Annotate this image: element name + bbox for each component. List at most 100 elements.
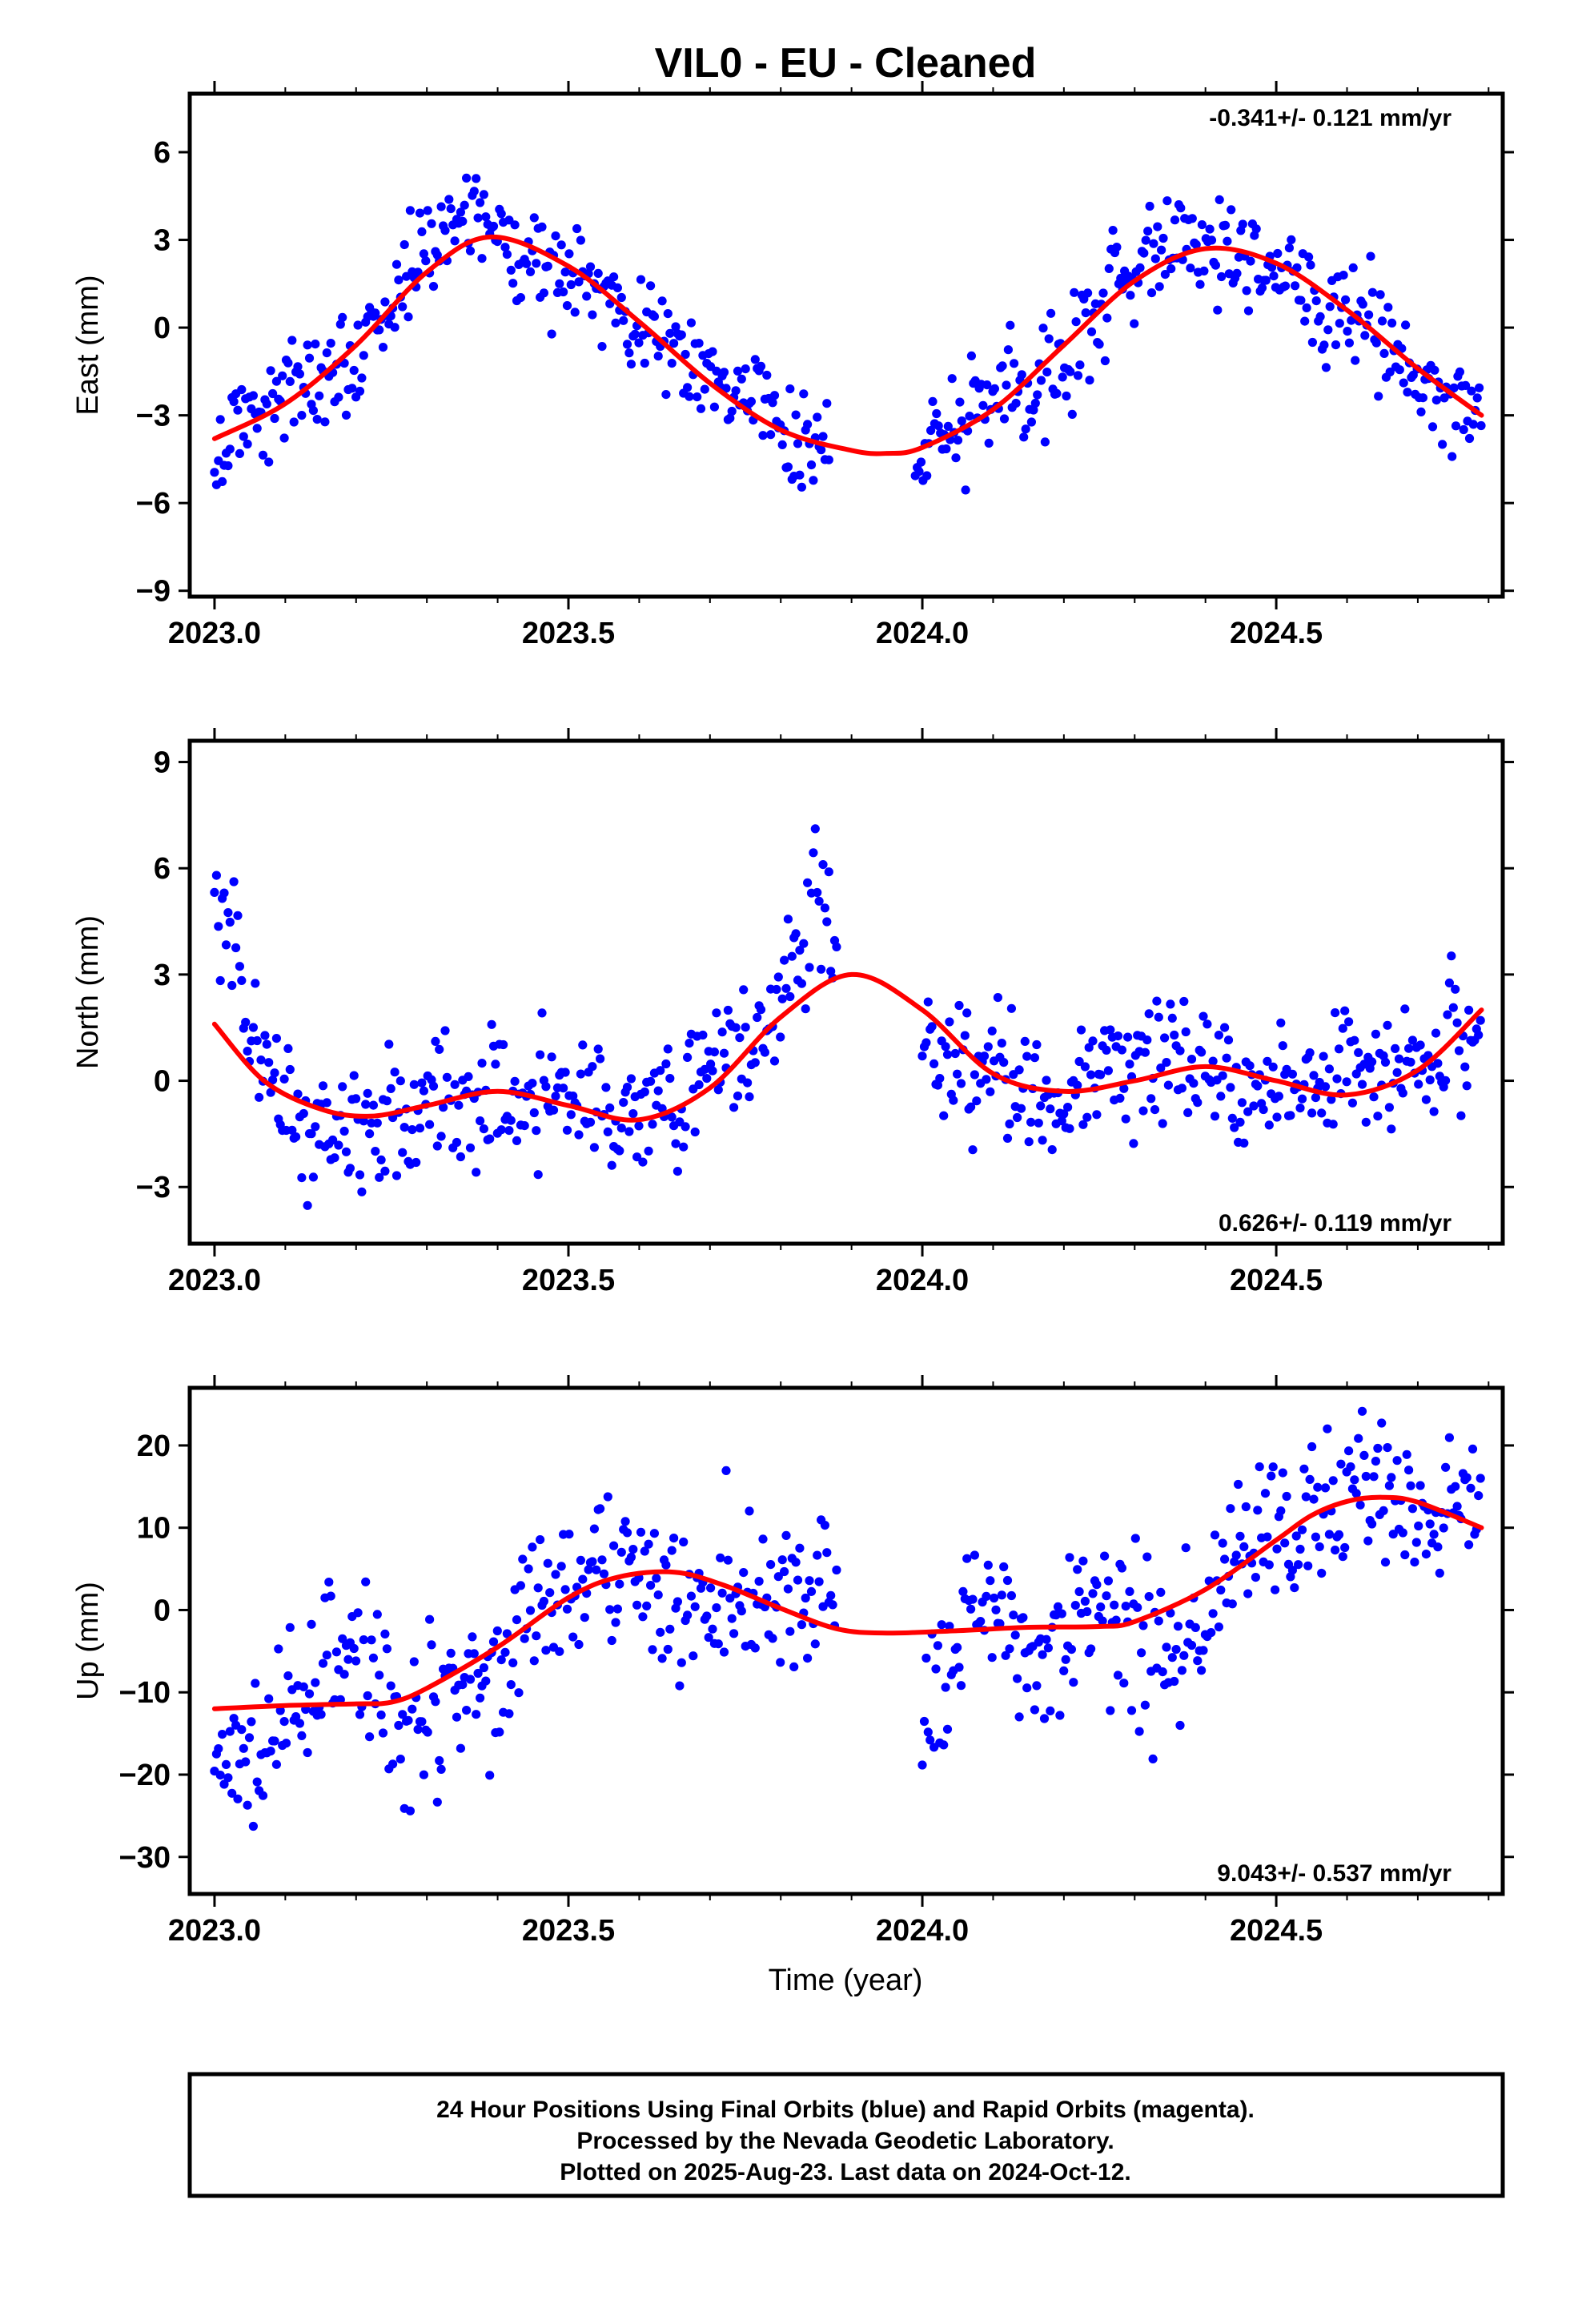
north-fit-curve xyxy=(211,971,1484,1123)
up-data-point xyxy=(376,1710,386,1720)
east-data-point xyxy=(359,351,368,360)
up-data-point xyxy=(622,1528,632,1538)
up-data-point xyxy=(432,1797,442,1807)
north-data-point xyxy=(1235,1117,1245,1127)
east-data-point xyxy=(990,384,999,393)
north-data-point xyxy=(1371,1029,1380,1039)
up-data-point xyxy=(982,1591,991,1601)
up-data-point xyxy=(361,1577,371,1586)
north-data-point xyxy=(917,1051,927,1061)
up-data-point xyxy=(1379,1506,1388,1515)
up-data-point xyxy=(716,1553,725,1562)
east-data-point xyxy=(1211,260,1220,270)
north-data-point xyxy=(1059,1109,1069,1119)
up-data-point xyxy=(458,1680,468,1690)
north-data-point xyxy=(1406,1057,1415,1067)
up-data-point xyxy=(986,1576,995,1586)
east-data-point xyxy=(1021,424,1030,434)
north-data-point xyxy=(663,1044,673,1054)
north-data-point xyxy=(760,1047,770,1057)
east-data-point xyxy=(335,320,345,329)
north-data-point xyxy=(717,1027,727,1037)
up-data-point xyxy=(1355,1500,1365,1510)
east-data-point xyxy=(1062,391,1071,401)
up-data-point xyxy=(1441,1462,1451,1472)
up-data-point xyxy=(768,1634,777,1643)
up-data-point xyxy=(1210,1530,1220,1540)
north-data-point xyxy=(251,979,260,988)
north-data-point xyxy=(1203,1019,1212,1029)
north-data-point xyxy=(1320,1082,1331,1092)
east-data-point xyxy=(481,212,491,222)
north-data-point xyxy=(520,1121,529,1131)
up-data-point xyxy=(1336,1459,1346,1469)
east-plot-frame xyxy=(187,91,1505,599)
up-data-point xyxy=(1305,1474,1315,1484)
east-data-point xyxy=(824,455,833,464)
up-data-point xyxy=(1243,1589,1253,1598)
north-data-point xyxy=(476,1116,485,1126)
north-data-point xyxy=(817,964,826,974)
up-data-point xyxy=(679,1537,689,1547)
up-data-point xyxy=(568,1632,578,1642)
north-data-point xyxy=(375,1172,384,1182)
up-data-point xyxy=(683,1610,693,1620)
north-data-point xyxy=(551,1092,560,1101)
up-data-point xyxy=(1167,1653,1177,1663)
up-data-point xyxy=(435,1755,444,1766)
up-data-point xyxy=(514,1688,524,1698)
east-data-point xyxy=(1197,220,1207,230)
up-data-point xyxy=(1138,1621,1148,1630)
east-data-point xyxy=(982,380,992,390)
up-data-point xyxy=(1363,1536,1373,1546)
north-data-point xyxy=(719,1048,729,1058)
up-data-point xyxy=(1255,1462,1264,1472)
up-data-point xyxy=(1179,1651,1189,1660)
up-data-point xyxy=(661,1560,671,1570)
up-data-point xyxy=(244,1733,255,1743)
up-data-point xyxy=(496,1655,506,1665)
east-data-point xyxy=(1399,378,1408,388)
up-data-point xyxy=(529,1656,539,1666)
north-data-point xyxy=(671,1139,681,1148)
north-data-point xyxy=(960,1031,970,1040)
north-data-point xyxy=(661,1059,671,1069)
north-data-point xyxy=(512,1136,522,1145)
north-data-point xyxy=(1347,1098,1357,1108)
up-data-point xyxy=(933,1641,942,1651)
up-data-point xyxy=(826,1590,836,1600)
up-data-point xyxy=(258,1791,268,1800)
north-data-point xyxy=(713,1085,723,1095)
east-data-point xyxy=(1157,245,1166,255)
east-x-tick-label: 2023.5 xyxy=(522,617,615,650)
north-velocity-label: 0.626+/- 0.119 mm/yr xyxy=(1219,1210,1452,1236)
east-data-point xyxy=(797,482,807,492)
up-data-point xyxy=(524,1564,533,1574)
up-data-point xyxy=(706,1583,716,1593)
up-data-point xyxy=(359,1635,368,1645)
up-data-point xyxy=(1171,1645,1181,1655)
up-data-point xyxy=(1290,1583,1299,1593)
east-data-point xyxy=(1273,248,1283,259)
up-data-point xyxy=(1462,1473,1472,1482)
north-data-point xyxy=(568,1092,578,1101)
east-data-point xyxy=(1455,367,1464,376)
up-data-point xyxy=(1197,1666,1207,1675)
north-y-axis-label: North (mm) xyxy=(71,915,105,1069)
east-data-point xyxy=(1130,319,1139,328)
east-data-point xyxy=(1280,281,1291,291)
up-data-point xyxy=(1070,1601,1080,1610)
east-data-point xyxy=(1343,327,1352,336)
north-data-point xyxy=(1125,1059,1134,1069)
up-y-tick-label: 0 xyxy=(154,1594,171,1627)
east-data-point xyxy=(1472,393,1482,403)
east-data-point xyxy=(500,243,510,252)
north-data-point xyxy=(1092,1110,1102,1120)
up-data-point xyxy=(669,1534,679,1543)
up-data-point xyxy=(508,1658,518,1667)
up-data-point xyxy=(958,1586,968,1596)
east-data-point xyxy=(693,392,702,402)
east-data-point xyxy=(746,396,757,406)
up-data-point xyxy=(1398,1528,1407,1538)
north-data-point xyxy=(1474,1030,1484,1039)
